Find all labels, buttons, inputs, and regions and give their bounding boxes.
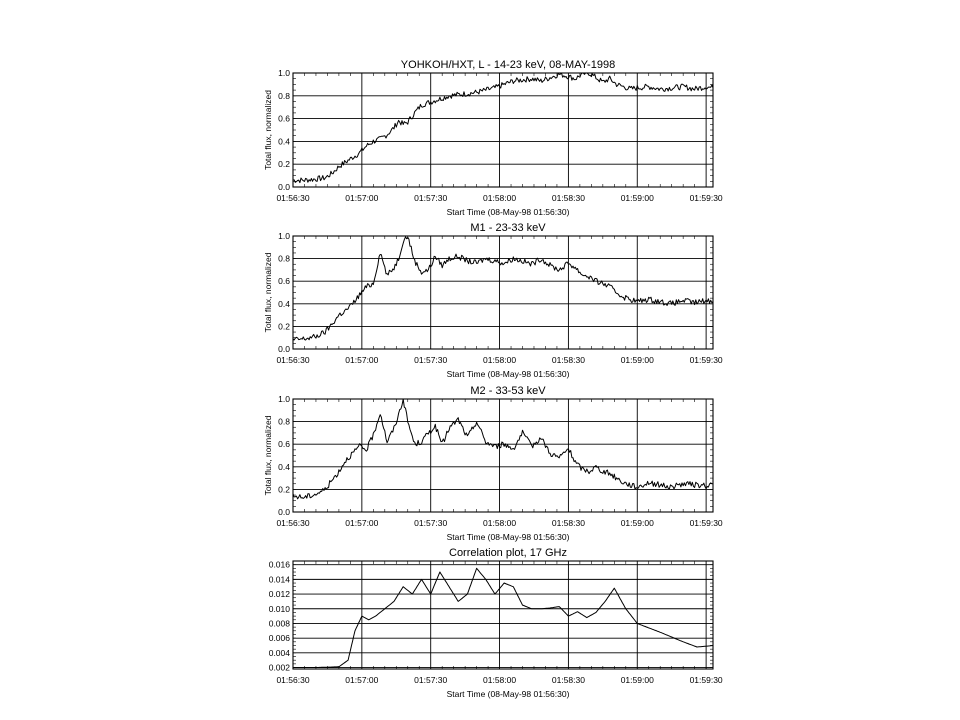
x-tick-label: 01:57:30 [414,355,447,365]
x-tick-label: 01:56:30 [276,518,309,528]
y-tick-label: 0.014 [269,574,291,584]
x-tick-label: 01:58:00 [483,355,516,365]
y-tick-label: 0.6 [278,114,290,124]
panel-title: M1 - 23-33 keV [470,222,546,234]
y-tick-label: 0.012 [269,589,291,599]
y-tick-label: 0.2 [278,159,290,169]
y-tick-label: 0.8 [278,91,290,101]
series-line [292,72,714,184]
x-tick-label: 01:59:30 [690,355,723,365]
y-tick-label: 0.4 [278,299,290,309]
x-tick-label: 01:57:30 [414,518,447,528]
x-tick-label: 01:58:00 [483,675,516,685]
y-tick-label: 0.006 [269,633,291,643]
plot-frame [292,72,714,188]
y-tick-label: 0.0 [278,507,290,517]
x-tick-label: 01:57:00 [345,355,378,365]
plot-frame [292,560,714,670]
y-tick-label: 0.6 [278,439,290,449]
x-tick-label: 01:57:30 [414,193,447,203]
y-tick-label: 0.8 [278,417,290,427]
y-tick-label: 0.002 [269,663,291,673]
panel-title: YOHKOH/HXT, L - 14-23 keV, 08-MAY-1998 [401,59,615,71]
x-tick-label: 01:58:00 [483,518,516,528]
x-tick-label: 01:58:30 [552,675,585,685]
y-tick-label: 0.008 [269,618,291,628]
x-tick-label: 01:59:00 [621,355,654,365]
y-tick-label: 0.4 [278,462,290,472]
x-axis-label: Start Time (08-May-98 01:56:30) [447,689,570,699]
y-axis-label: Total flux, normalized [263,252,273,332]
y-tick-label: 0.0 [278,182,290,192]
x-axis-label: Start Time (08-May-98 01:56:30) [447,207,570,217]
series-line [292,236,714,341]
y-axis-label: Total flux, normalized [263,415,273,495]
panel-correlation-17ghz: Correlation plot, 17 GHz Start Time (08-… [269,547,723,699]
x-tick-label: 01:58:30 [552,193,585,203]
x-tick-label: 01:57:00 [345,193,378,203]
x-tick-label: 01:57:00 [345,675,378,685]
y-tick-label: 0.8 [278,254,290,264]
y-tick-label: 0.010 [269,604,291,614]
x-tick-label: 01:59:00 [621,193,654,203]
x-axis-label: Start Time (08-May-98 01:56:30) [447,532,570,542]
x-tick-label: 01:56:30 [276,355,309,365]
y-axis-label: Total flux, normalized [263,90,273,170]
x-tick-label: 01:59:30 [690,193,723,203]
y-tick-label: 0.2 [278,484,290,494]
x-tick-label: 01:58:30 [552,355,585,365]
panel-m2: M2 - 33-53 keV Total flux, normalized St… [263,385,723,542]
x-axis-label: Start Time (08-May-98 01:56:30) [447,369,570,379]
plot-frame [292,235,714,350]
y-tick-label: 0.2 [278,321,290,331]
x-tick-label: 01:59:30 [690,518,723,528]
x-tick-label: 01:57:30 [414,675,447,685]
panel-hxt-l: YOHKOH/HXT, L - 14-23 keV, 08-MAY-1998 T… [263,59,723,217]
series-line [292,398,714,500]
x-tick-label: 01:59:00 [621,675,654,685]
x-tick-label: 01:58:30 [552,518,585,528]
y-tick-label: 0.0 [278,344,290,354]
y-tick-label: 1.0 [278,394,290,404]
x-tick-label: 01:59:00 [621,518,654,528]
panel-title: M2 - 33-53 keV [470,385,546,397]
y-tick-label: 0.4 [278,136,290,146]
x-tick-label: 01:58:00 [483,193,516,203]
y-tick-label: 1.0 [278,231,290,241]
x-tick-label: 01:56:30 [276,193,309,203]
plot-frame [292,398,714,513]
x-tick-label: 01:57:00 [345,518,378,528]
x-tick-label: 01:56:30 [276,675,309,685]
series-line [293,567,714,668]
y-tick-label: 0.6 [278,276,290,286]
panel-m1: M1 - 23-33 keV Total flux, normalized St… [263,222,723,379]
y-tick-label: 1.0 [278,68,290,78]
panel-title: Correlation plot, 17 GHz [449,547,567,559]
y-tick-label: 0.016 [269,560,291,570]
y-tick-label: 0.004 [269,648,291,658]
x-tick-label: 01:59:30 [690,675,723,685]
